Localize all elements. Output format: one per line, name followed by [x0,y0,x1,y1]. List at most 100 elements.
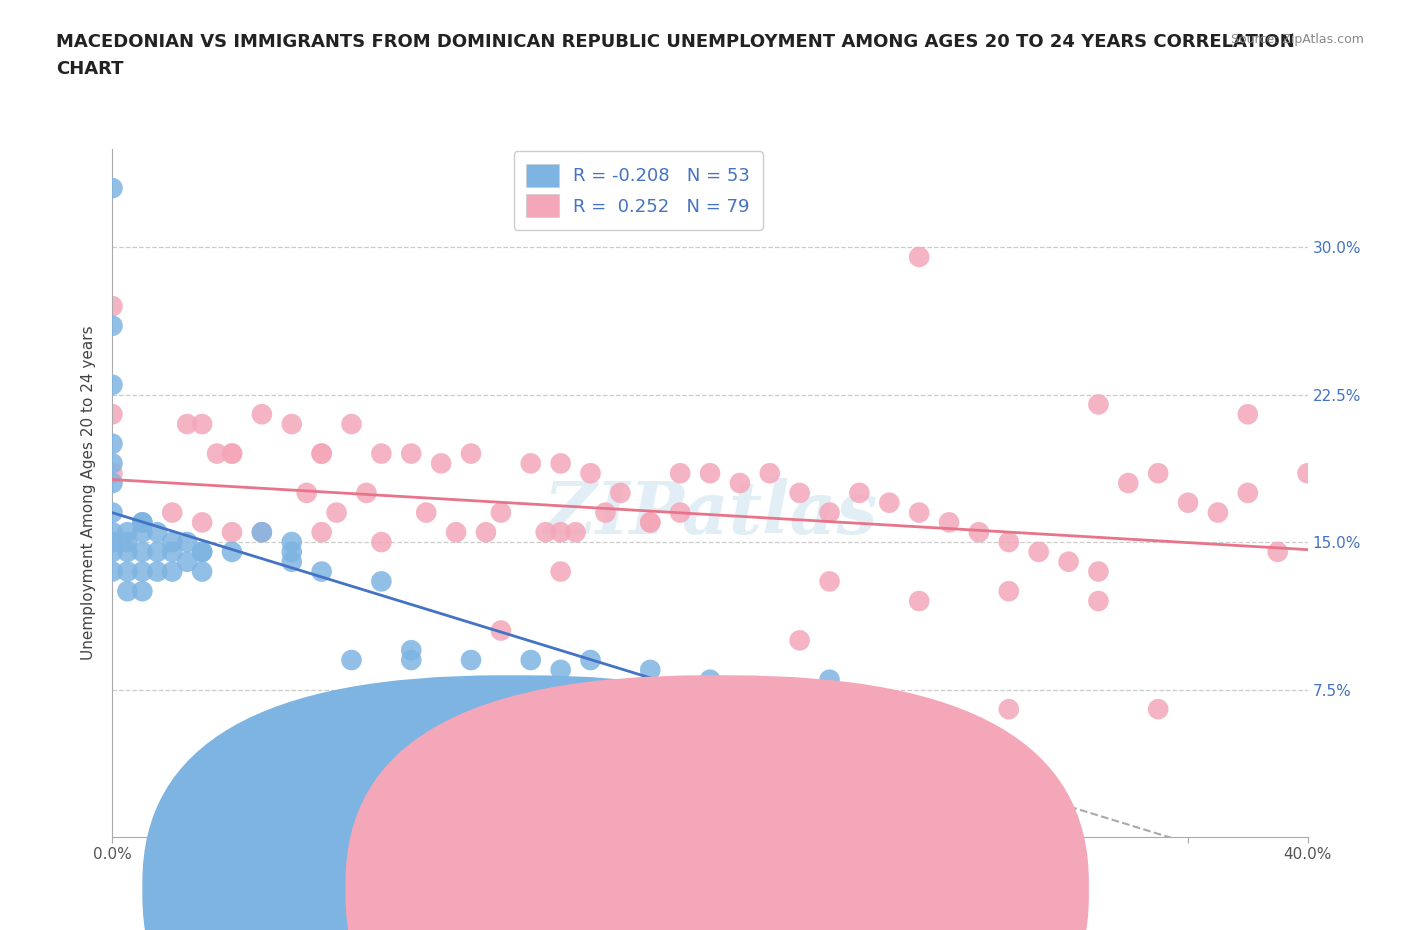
Point [550,565,572,579]
Point [938,515,960,530]
Point [101,475,124,490]
Point [146,525,169,539]
Point [401,446,423,461]
Point [1118,475,1140,490]
FancyBboxPatch shape [346,675,1088,930]
Point [370,535,392,550]
Point [908,505,931,520]
Point [162,565,183,579]
Point [595,505,617,520]
Point [117,535,139,550]
Point [340,653,363,668]
Point [818,505,841,520]
Point [401,653,423,668]
Point [281,535,304,550]
FancyBboxPatch shape [142,675,886,930]
Point [430,456,453,471]
Point [146,565,169,579]
Point [728,722,751,737]
Point [250,525,273,539]
Point [640,662,662,677]
Point [460,653,482,668]
Point [699,672,721,687]
Point [1087,397,1109,412]
Point [789,485,811,500]
Point [131,544,153,559]
Text: Source: ZipAtlas.com: Source: ZipAtlas.com [1230,33,1364,46]
Point [1296,466,1319,481]
Point [848,485,870,500]
Point [640,515,662,530]
Point [101,406,124,421]
Point [311,565,333,579]
Point [1147,702,1170,717]
Point [998,702,1021,717]
Point [101,535,124,550]
Point [1177,496,1199,511]
Legend: R = -0.208   N = 53, R =  0.252   N = 79: R = -0.208 N = 53, R = 0.252 N = 79 [513,151,763,230]
Point [101,436,124,451]
Point [579,466,602,481]
Point [101,299,124,313]
Point [520,653,543,668]
Point [117,544,139,559]
Point [101,505,124,520]
Point [356,485,378,500]
Point [221,446,243,461]
Text: ZIPatlas: ZIPatlas [543,478,877,549]
Point [117,584,139,599]
Point [131,515,153,530]
Point [1057,554,1080,569]
Point [370,574,392,589]
Point [1237,406,1260,421]
Point [460,446,482,461]
Point [759,466,782,481]
Point [609,485,631,500]
Point [101,466,124,481]
Point [131,525,153,539]
Text: CHART: CHART [56,60,124,78]
Point [176,554,198,569]
Point [101,544,124,559]
Point [131,515,153,530]
Point [162,544,183,559]
Point [221,525,243,539]
Point [550,662,572,677]
Point [250,406,273,421]
Point [131,565,153,579]
Point [101,180,124,195]
Point [1206,505,1229,520]
Point [669,466,692,481]
Point [1147,466,1170,481]
Point [221,446,243,461]
Point [401,643,423,658]
Point [967,525,990,539]
Point [146,544,169,559]
Point [789,633,811,648]
Point [534,525,557,539]
Point [908,249,931,264]
Point [1028,544,1050,559]
Point [311,446,333,461]
Point [415,505,437,520]
Point [176,417,198,432]
Y-axis label: Unemployment Among Ages 20 to 24 years: Unemployment Among Ages 20 to 24 years [80,326,96,660]
Point [101,525,124,539]
Point [295,485,318,500]
Point [550,525,572,539]
Text: MACEDONIAN VS IMMIGRANTS FROM DOMINICAN REPUBLIC UNEMPLOYMENT AMONG AGES 20 TO 2: MACEDONIAN VS IMMIGRANTS FROM DOMINICAN … [56,33,1295,50]
Point [101,318,124,333]
Point [640,731,662,746]
Point [879,711,901,726]
Point [191,417,214,432]
Point [444,525,467,539]
Point [759,711,782,726]
Point [564,525,586,539]
Point [1087,565,1109,579]
Point [998,535,1021,550]
Point [728,475,751,490]
Point [998,584,1021,599]
Point [281,544,304,559]
Point [579,653,602,668]
Point [550,456,572,471]
